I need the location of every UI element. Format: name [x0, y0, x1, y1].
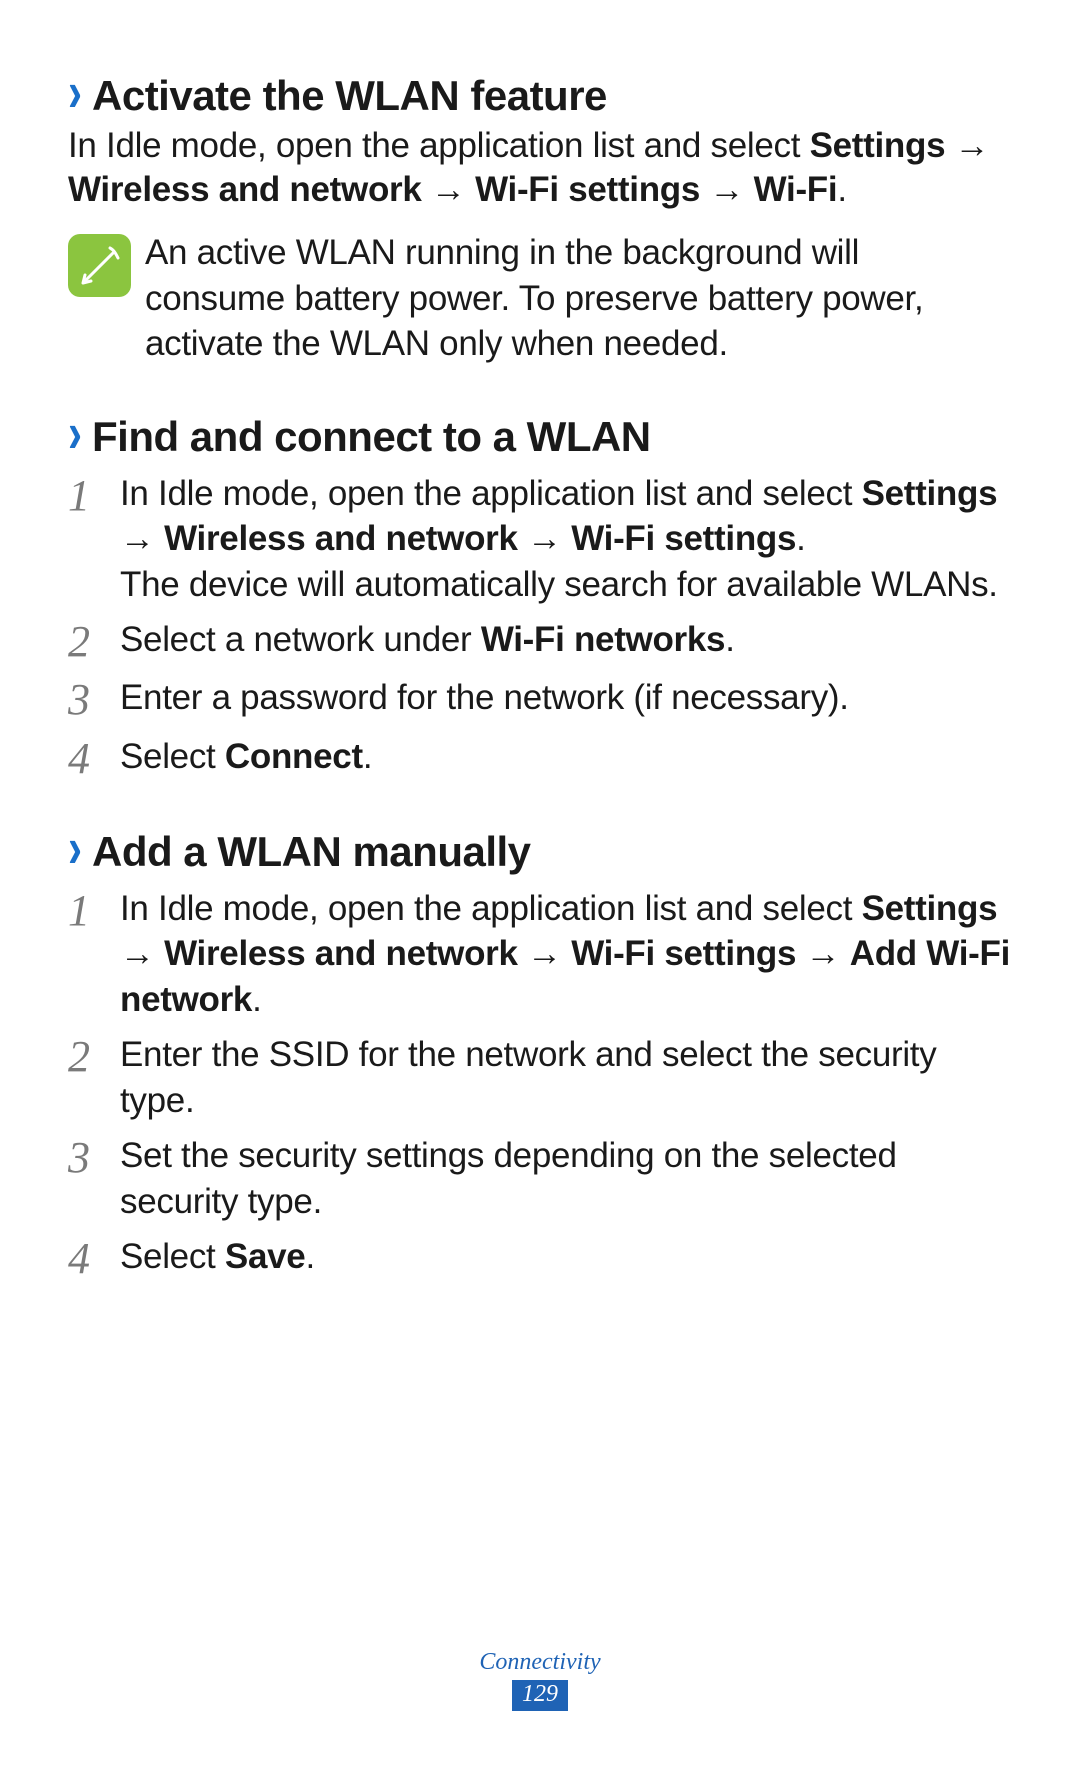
step-body: Select a network under Wi-Fi networks.: [120, 617, 735, 663]
step-number: 4: [68, 1236, 120, 1282]
step-after: The device will automatically search for…: [120, 565, 998, 604]
footer-section-label: Connectivity: [0, 1649, 1080, 1676]
manual-page: › Activate the WLAN feature In Idle mode…: [0, 0, 1080, 1771]
note-callout: An active WLAN running in the background…: [68, 230, 1012, 367]
step-item: 3 Set the security settings depending on…: [68, 1133, 1012, 1224]
step-number: 2: [68, 1034, 120, 1080]
step-body: Select Connect.: [120, 734, 372, 780]
step-list: 1 In Idle mode, open the application lis…: [68, 886, 1012, 1283]
step-body: Select Save.: [120, 1234, 315, 1280]
step-item: 1 In Idle mode, open the application lis…: [68, 886, 1012, 1023]
step-number: 3: [68, 1135, 120, 1181]
footer-page-number: 129: [512, 1680, 568, 1711]
page-footer: Connectivity 129: [0, 1649, 1080, 1711]
step-item: 3 Enter a password for the network (if n…: [68, 675, 1012, 723]
step-item: 4 Select Save.: [68, 1234, 1012, 1282]
section-heading-find-wlan: › Find and connect to a WLAN: [68, 413, 1012, 461]
step-item: 4 Select Connect.: [68, 734, 1012, 782]
step-item: 2 Enter the SSID for the network and sel…: [68, 1032, 1012, 1123]
chevron-right-icon: ›: [68, 819, 82, 876]
section-heading-activate-wlan: › Activate the WLAN feature: [68, 72, 1012, 120]
section-intro: In Idle mode, open the application list …: [68, 124, 1012, 212]
section-title: Add a WLAN manually: [92, 828, 531, 876]
step-list: 1 In Idle mode, open the application lis…: [68, 471, 1012, 782]
step-number: 1: [68, 888, 120, 934]
step-item: 1 In Idle mode, open the application lis…: [68, 471, 1012, 608]
section-heading-add-wlan: › Add a WLAN manually: [68, 828, 1012, 876]
step-item: 2 Select a network under Wi-Fi networks.: [68, 617, 1012, 665]
step-number: 4: [68, 736, 120, 782]
step-body: Set the security settings depending on t…: [120, 1133, 1012, 1224]
step-number: 3: [68, 677, 120, 723]
note-icon: [68, 234, 131, 297]
section-title: Activate the WLAN feature: [92, 72, 607, 120]
step-body: Enter a password for the network (if nec…: [120, 675, 849, 721]
chevron-right-icon: ›: [68, 64, 82, 121]
step-number: 1: [68, 473, 120, 519]
section-title: Find and connect to a WLAN: [92, 413, 651, 461]
step-body: In Idle mode, open the application list …: [120, 886, 1012, 1023]
step-body: In Idle mode, open the application list …: [120, 471, 1012, 608]
note-text: An active WLAN running in the background…: [145, 230, 985, 367]
step-body: Enter the SSID for the network and selec…: [120, 1032, 1012, 1123]
step-number: 2: [68, 619, 120, 665]
chevron-right-icon: ›: [68, 404, 82, 461]
